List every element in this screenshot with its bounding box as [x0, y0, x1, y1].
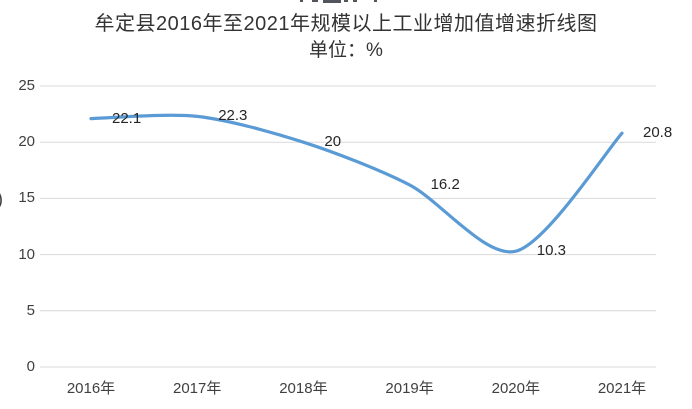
cropped-paren-fragment: ) [0, 190, 3, 208]
chart-title-block: 牟定县2016年至2021年规模以上工业增加值增速折线图 单位：% [0, 10, 692, 64]
x-tick-label: 2021年 [597, 380, 647, 397]
data-label: 22.3 [218, 107, 248, 125]
x-tick-label: 2018年 [279, 380, 328, 397]
x-tick-label: 2017年 [173, 380, 222, 397]
series-line [89, 113, 624, 254]
cropped-text-fragment [0, 0, 692, 5]
x-tick-label: 2020年 [491, 380, 540, 397]
y-tick-label: 0 [26, 358, 35, 375]
data-label: 20.8 [643, 124, 673, 142]
data-label: 10.3 [536, 242, 566, 260]
data-label: 16.2 [430, 175, 460, 193]
chart-subtitle: 单位：% [309, 40, 383, 61]
data-label: 20 [324, 133, 342, 151]
data-label: 22.1 [112, 109, 142, 127]
x-tick-label: 2019年 [385, 380, 434, 397]
chart-title: 牟定县2016年至2021年规模以上工业增加值增速折线图 [94, 13, 598, 35]
y-tick-label: 15 [18, 189, 35, 207]
x-tick-label: 2016年 [66, 380, 116, 397]
y-tick-label: 25 [18, 77, 35, 94]
y-tick-label: 10 [18, 245, 35, 263]
y-tick-label: 20 [18, 133, 35, 151]
y-tick-label: 5 [26, 301, 35, 319]
